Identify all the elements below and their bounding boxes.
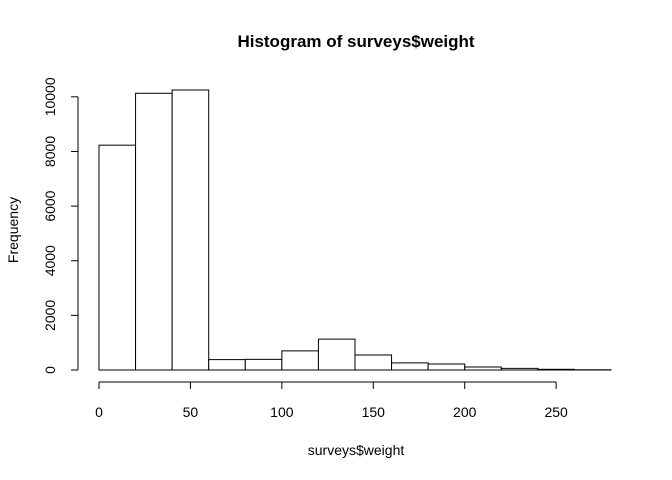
x-tick-label: 0 bbox=[95, 404, 103, 420]
histogram-bar bbox=[427, 363, 466, 371]
x-tick-label: 100 bbox=[270, 404, 294, 420]
y-tick-label: 10000 bbox=[42, 77, 58, 116]
histogram-bar bbox=[208, 359, 246, 371]
x-tick-label: 200 bbox=[453, 404, 477, 420]
histogram-bar bbox=[537, 368, 575, 371]
x-axis-label: surveys$weight bbox=[308, 442, 405, 458]
y-axis-label: Frequency bbox=[5, 197, 21, 263]
chart-title: Histogram of surveys$weight bbox=[237, 32, 474, 51]
y-tick-label: 2000 bbox=[42, 300, 58, 331]
y-tick-label: 0 bbox=[42, 366, 58, 374]
histogram-bar bbox=[171, 89, 210, 371]
histogram-bar bbox=[354, 354, 393, 371]
histogram-bar bbox=[500, 367, 539, 371]
y-tick-label: 4000 bbox=[42, 245, 58, 276]
x-axis: 0 50 100 150 200 250 bbox=[95, 381, 568, 420]
y-axis: 0 2000 4000 6000 8000 10000 bbox=[42, 77, 79, 374]
bars-group bbox=[98, 89, 612, 371]
histogram-bar bbox=[244, 358, 283, 371]
histogram-bar bbox=[391, 362, 429, 371]
histogram-bar bbox=[135, 92, 173, 371]
x-tick-label: 150 bbox=[362, 404, 386, 420]
x-tick-label: 50 bbox=[183, 404, 199, 420]
histogram-bar bbox=[281, 350, 319, 371]
x-tick-label: 250 bbox=[544, 404, 568, 420]
y-tick-label: 6000 bbox=[42, 190, 58, 221]
histogram-bar bbox=[464, 366, 502, 371]
histogram-bar bbox=[317, 338, 356, 371]
histogram-bar bbox=[98, 144, 137, 371]
y-tick-label: 8000 bbox=[42, 136, 58, 167]
